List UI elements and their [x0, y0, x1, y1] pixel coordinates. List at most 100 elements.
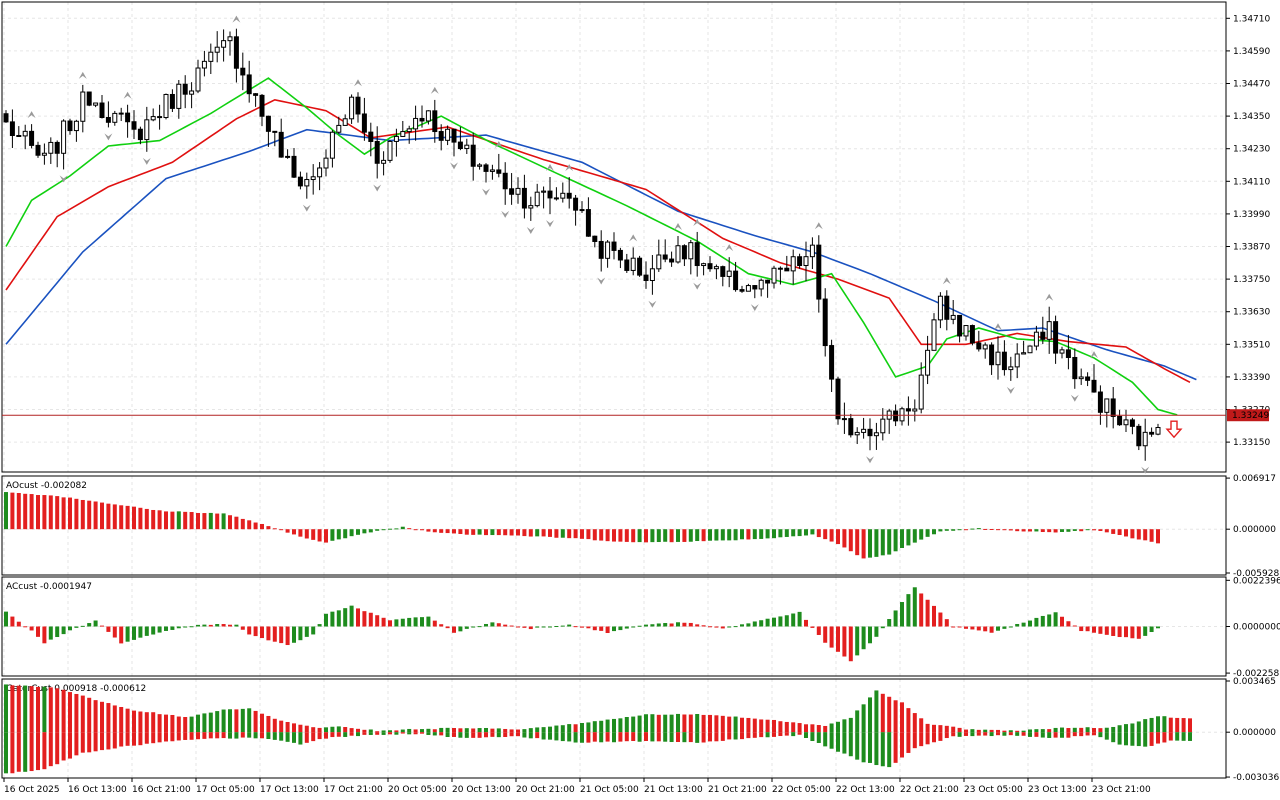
- gator-upper-bar: [695, 714, 700, 733]
- osc-tick-label: 0.000000: [1233, 728, 1276, 738]
- histogram-bar-up: [676, 529, 680, 542]
- histogram-bar-down: [746, 529, 751, 540]
- candle-bullish: [528, 205, 534, 209]
- gator-upper-bar: [688, 714, 693, 733]
- gator-upper-bar: [784, 721, 789, 733]
- candle-bullish: [1078, 376, 1084, 380]
- gator-upper-bar: [842, 719, 847, 733]
- histogram-bar-up: [631, 626, 636, 628]
- fractal-down-icon: [750, 304, 759, 312]
- gator-upper-bar: [1072, 727, 1077, 733]
- gator-lower-bar: [848, 732, 853, 757]
- price-tick-label: 1.34710: [1233, 14, 1270, 24]
- gator-upper-bar: [855, 710, 860, 733]
- histogram-bar-up: [381, 529, 386, 531]
- candle-bearish: [125, 112, 131, 123]
- histogram-bar-up: [656, 529, 661, 543]
- gator-upper-bar: [752, 718, 757, 733]
- gator-lower-bar: [644, 732, 648, 741]
- gator-upper-bar: [317, 727, 322, 733]
- candle-bearish: [16, 135, 22, 138]
- fractal-up-icon: [674, 223, 682, 231]
- histogram-bar-down: [861, 529, 866, 559]
- gator-upper-bar: [829, 723, 834, 733]
- candle-bearish: [752, 285, 758, 290]
- time-label: 16 Oct 2025: [4, 785, 60, 795]
- histogram-bar-down: [292, 529, 296, 535]
- gator-lower-bar: [1079, 732, 1084, 737]
- candle-bearish: [707, 263, 713, 270]
- gator-upper-bar: [1104, 727, 1109, 733]
- candle-bullish: [22, 130, 28, 137]
- candle-bullish: [688, 242, 694, 260]
- gator-upper-bar: [343, 727, 348, 733]
- gator-upper-bar: [1047, 729, 1052, 733]
- gator-upper-bar: [1188, 718, 1192, 733]
- histogram-bar-up: [484, 623, 488, 627]
- gator-upper-bar: [87, 697, 92, 733]
- histogram-bar-down: [701, 529, 706, 542]
- fractal-up-icon: [123, 91, 132, 99]
- histogram-bar-down: [541, 529, 546, 537]
- current-price-badge: [1227, 409, 1269, 422]
- candle-bullish: [73, 120, 79, 132]
- gator-lower-bar: [176, 732, 181, 741]
- gator-upper-bar: [560, 725, 565, 733]
- gator-lower-bar: [522, 732, 527, 738]
- histogram-bar-up: [637, 529, 642, 543]
- gator-lower-bar: [932, 732, 936, 743]
- histogram-bar-up: [311, 626, 316, 635]
- candle-bullish: [649, 268, 655, 281]
- histogram-bar-down: [272, 626, 277, 642]
- histogram-bar-down: [189, 512, 194, 530]
- candle-bearish: [624, 259, 630, 271]
- gator-lower-bar: [285, 732, 290, 742]
- histogram-bar-down: [509, 529, 514, 536]
- histogram-bar-up: [791, 613, 796, 627]
- histogram-bar-down: [516, 529, 520, 536]
- histogram-bar-up: [1156, 626, 1160, 629]
- ao-panel[interactable]: AOcust -0.002082 0.006917 0.000000 -0.0059…: [1, 474, 1279, 579]
- gator-upper-bar: [413, 729, 418, 733]
- time-label: 21 Oct 13:00: [644, 785, 703, 795]
- ao-histogram: [4, 492, 1160, 559]
- gator-lower-bar: [151, 732, 156, 744]
- gator-lower-bar: [784, 732, 789, 736]
- gator-lower-bar: [112, 732, 117, 749]
- histogram-bar-up: [87, 623, 92, 627]
- gator-upper-bar: [1156, 716, 1160, 733]
- gator-panel[interactable]: GatorCust 0.000918 -0.000612 0.0034650.0…: [1, 677, 1279, 783]
- gator-upper-bar: [362, 729, 367, 733]
- gator-lower-bar: [356, 732, 360, 737]
- candle-bullish: [304, 179, 310, 187]
- fractal-down-icon: [693, 282, 702, 290]
- fractal-down-icon: [482, 188, 490, 196]
- histogram-bar-down: [74, 498, 79, 530]
- gator-lower-bar: [439, 732, 444, 736]
- candle-bearish: [233, 36, 239, 69]
- candle-bullish: [112, 112, 118, 123]
- gator-upper-bar: [1168, 717, 1173, 733]
- histogram-bar-down: [976, 626, 981, 631]
- time-label: 20 Oct 21:00: [516, 785, 575, 795]
- ac-panel[interactable]: ACcust -0.0001947 0.0022396 0.0000000 -0.0…: [1, 576, 1280, 679]
- histogram-bar-down: [1015, 529, 1020, 532]
- histogram-bar-up: [336, 610, 341, 627]
- histogram-bar-down: [464, 529, 469, 535]
- histogram-bar-down: [1066, 621, 1071, 627]
- gator-lower-bar: [765, 732, 770, 738]
- histogram-bar-down: [701, 625, 706, 627]
- histogram-bar-up: [1060, 529, 1064, 532]
- candle-bullish: [1104, 398, 1110, 413]
- price-panel[interactable]: 1.34710 1.34590 1.34470 1.34350 1.34230 1.341…: [1, 1, 1270, 474]
- gator-upper-bar: [836, 721, 840, 733]
- gator-lower-bar: [1111, 732, 1116, 743]
- gator-upper-bar: [464, 728, 469, 733]
- candle-bullish: [918, 374, 924, 410]
- histogram-bar-up: [317, 624, 322, 627]
- candle-bearish: [720, 266, 726, 277]
- histogram-bar-down: [855, 529, 860, 556]
- histogram-bar-up: [176, 626, 181, 629]
- candle-bearish: [272, 130, 278, 133]
